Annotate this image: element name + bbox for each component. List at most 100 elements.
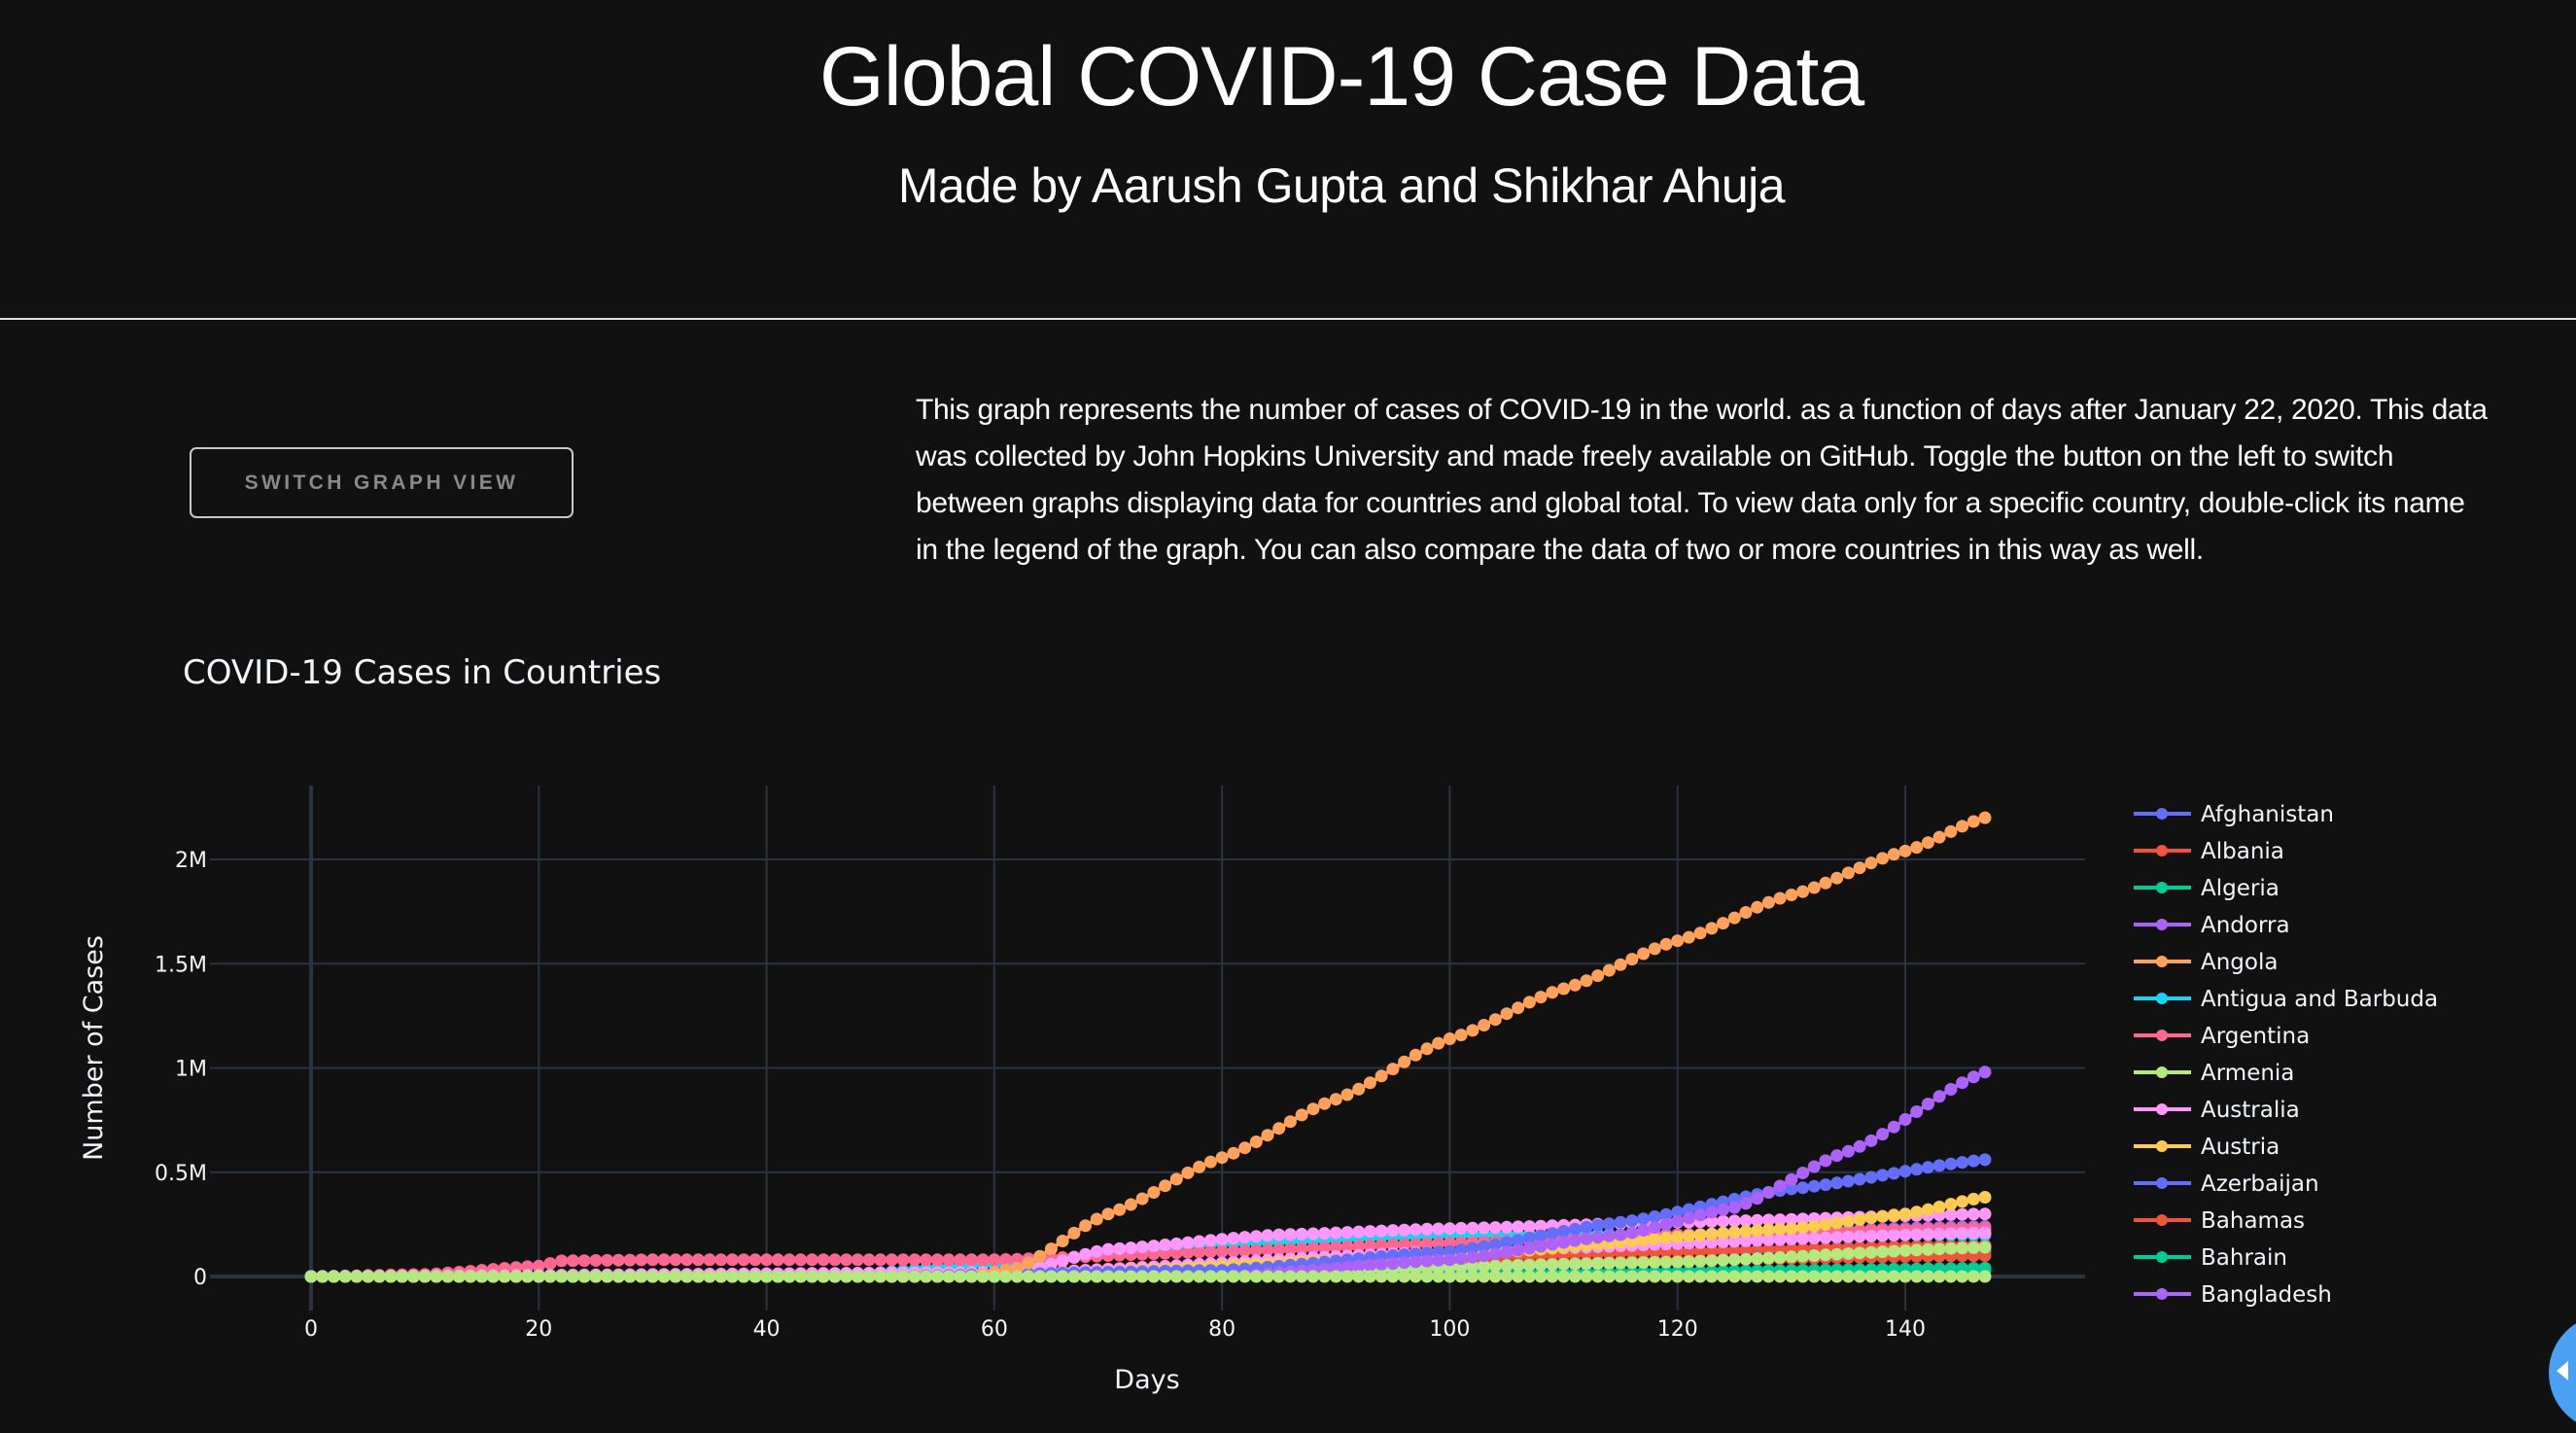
data-point [964, 1253, 978, 1267]
data-point [1876, 852, 1890, 865]
data-point [1432, 1253, 1445, 1267]
data-point [1761, 1270, 1775, 1283]
data-point [1534, 1258, 1548, 1272]
data-point [1921, 1098, 1934, 1111]
data-point [1352, 1259, 1366, 1273]
y-tick-label: 0 [193, 1266, 207, 1290]
data-point [1261, 1243, 1274, 1257]
data-point [1478, 1221, 1491, 1235]
data-point [1169, 1237, 1183, 1250]
data-point [1830, 1231, 1844, 1244]
data-point [1717, 1203, 1730, 1216]
data-point [1568, 1222, 1582, 1236]
legend-item[interactable]: Bangladesh [2134, 1282, 2332, 1308]
legend-item[interactable]: Armenia [2134, 1061, 2294, 1086]
data-point [1409, 1270, 1422, 1283]
data-point [1340, 1241, 1354, 1253]
data-point [1910, 1243, 1924, 1257]
data-point [1181, 1270, 1195, 1283]
data-point [1944, 1157, 1958, 1171]
data-point [1693, 1208, 1707, 1222]
data-point [1932, 1270, 1946, 1283]
data-point [988, 1253, 1001, 1267]
data-point [1614, 1256, 1627, 1270]
data-point [1500, 1270, 1514, 1283]
data-point [1295, 1242, 1308, 1255]
header-divider [0, 318, 2576, 320]
data-point [1295, 1227, 1308, 1241]
legend-item[interactable]: Afghanistan [2134, 802, 2334, 827]
data-point [1773, 1250, 1787, 1264]
data-point [1227, 1232, 1240, 1245]
legend-label: Antigua and Barbuda [2201, 987, 2438, 1012]
data-point [1193, 1235, 1206, 1248]
data-point [1067, 1251, 1081, 1264]
data-point [1113, 1270, 1127, 1283]
data-point [1705, 1215, 1719, 1228]
legend-item[interactable]: Albania [2134, 839, 2284, 864]
legend-item[interactable]: Bahamas [2134, 1208, 2305, 1234]
data-point [1249, 1243, 1263, 1257]
data-point [1318, 1270, 1332, 1283]
legend-item[interactable]: Antigua and Barbuda [2134, 987, 2438, 1012]
legend-item[interactable]: Austria [2134, 1135, 2280, 1160]
x-tick-label: 60 [981, 1317, 1008, 1342]
data-point [657, 1253, 671, 1267]
legend-item[interactable]: Angola [2134, 950, 2278, 975]
data-point [486, 1270, 500, 1283]
data-point [725, 1253, 739, 1267]
data-point [1101, 1207, 1115, 1221]
data-point [1956, 1156, 1969, 1170]
data-point [1375, 1258, 1388, 1271]
legend-swatch-marker [2156, 1103, 2168, 1115]
data-point [954, 1270, 967, 1283]
data-point [1159, 1239, 1172, 1251]
data-point [1841, 1247, 1855, 1260]
data-point [1010, 1270, 1024, 1283]
data-point [1853, 1246, 1866, 1260]
data-point [1659, 1217, 1673, 1231]
legend-item[interactable]: Bahrain [2134, 1245, 2287, 1271]
data-point [828, 1270, 842, 1283]
data-point [1853, 1270, 1866, 1283]
data-point [1932, 1242, 1946, 1256]
data-point [623, 1253, 637, 1267]
legend-item[interactable]: Azerbaijan [2134, 1171, 2319, 1197]
data-point [1580, 1270, 1593, 1283]
data-point [691, 1270, 705, 1283]
legend-item[interactable]: Australia [2134, 1098, 2300, 1123]
data-point [725, 1270, 739, 1283]
data-point [1249, 1136, 1263, 1148]
data-point [748, 1270, 762, 1283]
data-point [862, 1253, 876, 1267]
data-point [1546, 1270, 1559, 1283]
data-point [885, 1270, 898, 1283]
data-point [1386, 1063, 1400, 1076]
data-point [1512, 1001, 1525, 1015]
data-point [1500, 1245, 1514, 1259]
data-point [1306, 1102, 1320, 1116]
data-point [1432, 1036, 1445, 1050]
data-point [1375, 1224, 1388, 1238]
legend-item[interactable]: Andorra [2134, 913, 2290, 938]
data-point [1944, 1198, 1958, 1211]
legend-item[interactable]: Algeria [2134, 876, 2280, 901]
data-point [1785, 889, 1798, 901]
data-point [1466, 1260, 1479, 1274]
x-tick-label: 100 [1429, 1317, 1470, 1342]
data-point [1022, 1256, 1035, 1270]
data-point [1921, 1161, 1934, 1174]
data-point [1739, 1197, 1753, 1210]
data-point [1637, 1256, 1651, 1270]
data-point [1773, 1213, 1787, 1227]
data-point [1727, 1235, 1741, 1248]
data-point [1671, 934, 1685, 948]
switch-graph-view-button[interactable]: SWITCH GRAPH VIEW [190, 447, 574, 518]
y-tick-label: 1.5M [155, 953, 207, 977]
legend-item[interactable]: Argentina [2134, 1024, 2310, 1049]
data-point [1318, 1097, 1332, 1110]
data-point [1443, 1270, 1456, 1283]
data-point [1761, 1233, 1775, 1246]
data-point [509, 1270, 523, 1283]
